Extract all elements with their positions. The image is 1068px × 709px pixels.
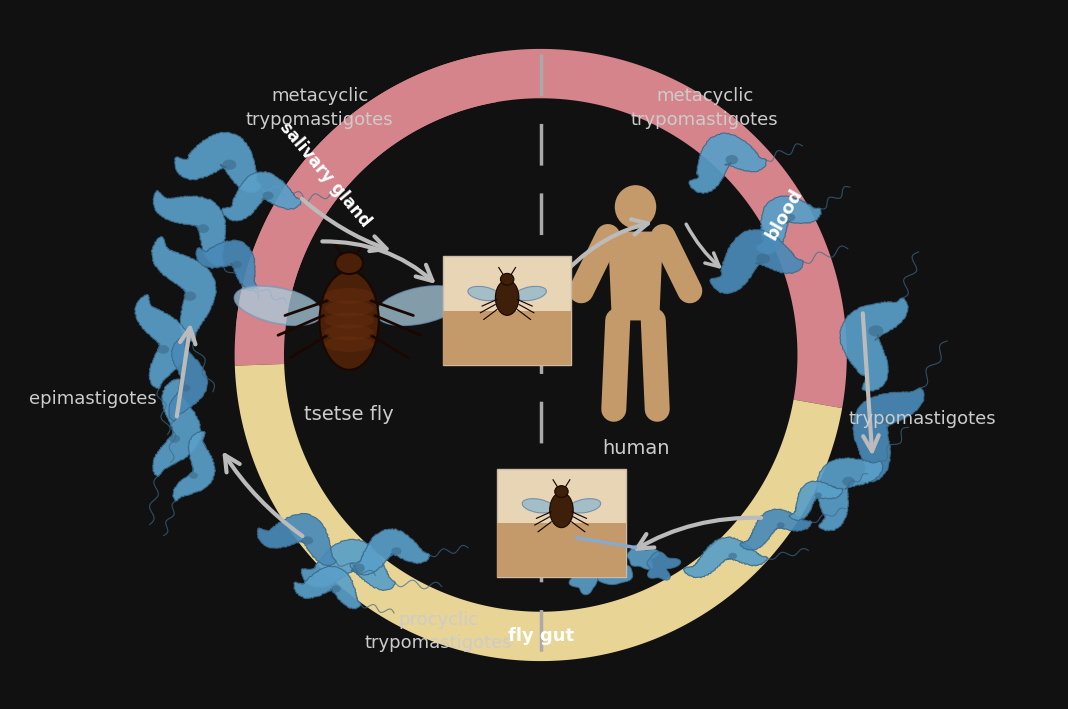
- Text: blood: blood: [763, 186, 806, 243]
- Ellipse shape: [776, 523, 785, 528]
- Ellipse shape: [319, 271, 379, 370]
- Ellipse shape: [180, 384, 190, 391]
- Polygon shape: [740, 509, 812, 550]
- Ellipse shape: [554, 486, 568, 498]
- Polygon shape: [152, 237, 216, 341]
- Polygon shape: [235, 54, 497, 366]
- Polygon shape: [222, 172, 301, 221]
- Ellipse shape: [728, 553, 737, 559]
- Polygon shape: [350, 529, 429, 575]
- Ellipse shape: [302, 537, 313, 545]
- Polygon shape: [153, 191, 226, 266]
- Text: metacyclic
trypomastigotes: metacyclic trypomastigotes: [631, 87, 779, 129]
- Polygon shape: [173, 431, 216, 501]
- Ellipse shape: [522, 498, 553, 513]
- Ellipse shape: [263, 191, 273, 200]
- Polygon shape: [175, 133, 261, 193]
- Ellipse shape: [232, 261, 241, 268]
- Ellipse shape: [756, 254, 770, 264]
- FancyBboxPatch shape: [443, 256, 571, 365]
- Ellipse shape: [391, 547, 402, 555]
- Text: procyclic
trypomastigotes: procyclic trypomastigotes: [364, 610, 512, 652]
- Ellipse shape: [325, 325, 374, 340]
- Text: human: human: [601, 440, 670, 458]
- Ellipse shape: [843, 476, 854, 486]
- Ellipse shape: [331, 585, 341, 593]
- Ellipse shape: [325, 336, 374, 352]
- Polygon shape: [684, 537, 768, 578]
- Polygon shape: [135, 294, 189, 389]
- Polygon shape: [498, 523, 626, 577]
- Polygon shape: [627, 545, 659, 569]
- Polygon shape: [853, 388, 924, 482]
- Ellipse shape: [184, 291, 197, 301]
- Ellipse shape: [501, 274, 514, 285]
- Ellipse shape: [157, 345, 169, 354]
- Polygon shape: [169, 337, 207, 421]
- Ellipse shape: [335, 252, 363, 274]
- Text: epimastigotes: epimastigotes: [29, 391, 157, 408]
- Polygon shape: [756, 196, 821, 255]
- Polygon shape: [789, 481, 843, 520]
- Ellipse shape: [325, 288, 374, 303]
- Polygon shape: [839, 298, 908, 391]
- Polygon shape: [817, 458, 883, 531]
- Ellipse shape: [550, 492, 574, 527]
- Ellipse shape: [325, 301, 374, 316]
- Text: salivary gland: salivary gland: [276, 118, 374, 230]
- Polygon shape: [195, 240, 256, 289]
- Ellipse shape: [881, 415, 895, 425]
- Polygon shape: [596, 557, 632, 585]
- Polygon shape: [608, 232, 663, 320]
- Text: trypomastigotes: trypomastigotes: [848, 411, 995, 428]
- Polygon shape: [257, 513, 336, 566]
- Polygon shape: [153, 379, 201, 476]
- Ellipse shape: [868, 325, 883, 337]
- Ellipse shape: [325, 313, 374, 328]
- Polygon shape: [710, 230, 803, 294]
- Ellipse shape: [235, 286, 321, 325]
- Polygon shape: [294, 566, 361, 609]
- Ellipse shape: [515, 286, 547, 301]
- Ellipse shape: [569, 498, 600, 513]
- Ellipse shape: [352, 564, 365, 573]
- Ellipse shape: [784, 213, 796, 222]
- Polygon shape: [647, 552, 680, 580]
- Ellipse shape: [222, 160, 236, 170]
- Ellipse shape: [198, 224, 209, 233]
- Ellipse shape: [496, 280, 519, 316]
- Text: tsetse fly: tsetse fly: [304, 405, 394, 424]
- Text: metacyclic
trypomastigotes: metacyclic trypomastigotes: [246, 87, 393, 129]
- Polygon shape: [443, 311, 571, 365]
- Ellipse shape: [468, 286, 500, 301]
- Ellipse shape: [725, 155, 738, 164]
- Ellipse shape: [615, 185, 656, 228]
- Ellipse shape: [189, 472, 198, 479]
- Ellipse shape: [169, 435, 180, 443]
- Polygon shape: [569, 571, 598, 595]
- Polygon shape: [689, 133, 766, 194]
- Ellipse shape: [815, 493, 822, 498]
- Polygon shape: [236, 49, 847, 408]
- Polygon shape: [301, 540, 395, 591]
- FancyBboxPatch shape: [498, 469, 626, 577]
- Polygon shape: [235, 364, 843, 661]
- Ellipse shape: [377, 286, 464, 325]
- Text: fly gut: fly gut: [507, 627, 574, 645]
